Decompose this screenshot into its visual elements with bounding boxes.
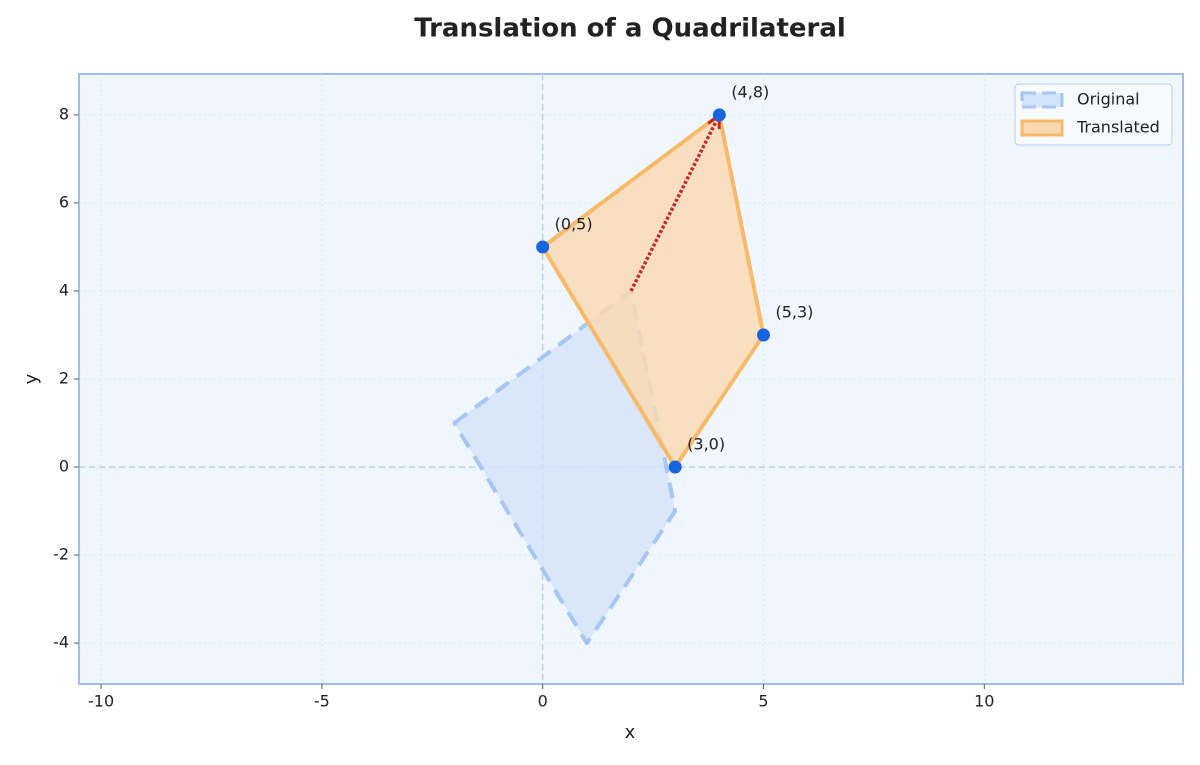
vertex-point (668, 460, 682, 474)
y-tick-label: 2 (59, 369, 69, 388)
y-tick-label: -4 (53, 633, 69, 652)
x-tick-label: -10 (88, 692, 114, 711)
y-axis-label: y (21, 373, 42, 384)
vertex-point (536, 240, 550, 254)
x-tick-label: -5 (314, 692, 330, 711)
y-tick-label: 0 (59, 457, 69, 476)
vertex-label: (4,8) (731, 82, 769, 101)
y-tick-label: 4 (59, 280, 69, 299)
y-tick-label: 8 (59, 104, 69, 123)
vertex-point (756, 328, 770, 342)
chart-title: Translation of a Quadrilateral (414, 14, 846, 44)
legend-swatch (1020, 91, 1064, 109)
legend-label: Original (1077, 90, 1140, 109)
vertex-label: (3,0) (687, 435, 725, 454)
x-tick-label: 10 (974, 692, 994, 711)
x-tick-label: 0 (538, 692, 548, 711)
vertex-label: (0,5) (555, 214, 593, 233)
y-tick-label: 6 (59, 192, 69, 211)
vertex-label: (5,3) (775, 302, 813, 321)
x-tick-label: 5 (758, 692, 768, 711)
x-axis-label: x (625, 722, 636, 743)
y-tick-label: -2 (53, 545, 69, 564)
translation-arrow (629, 114, 721, 292)
legend-label: Translated (1076, 118, 1160, 137)
vertex-point (712, 108, 726, 122)
legend-swatch (1020, 119, 1064, 137)
